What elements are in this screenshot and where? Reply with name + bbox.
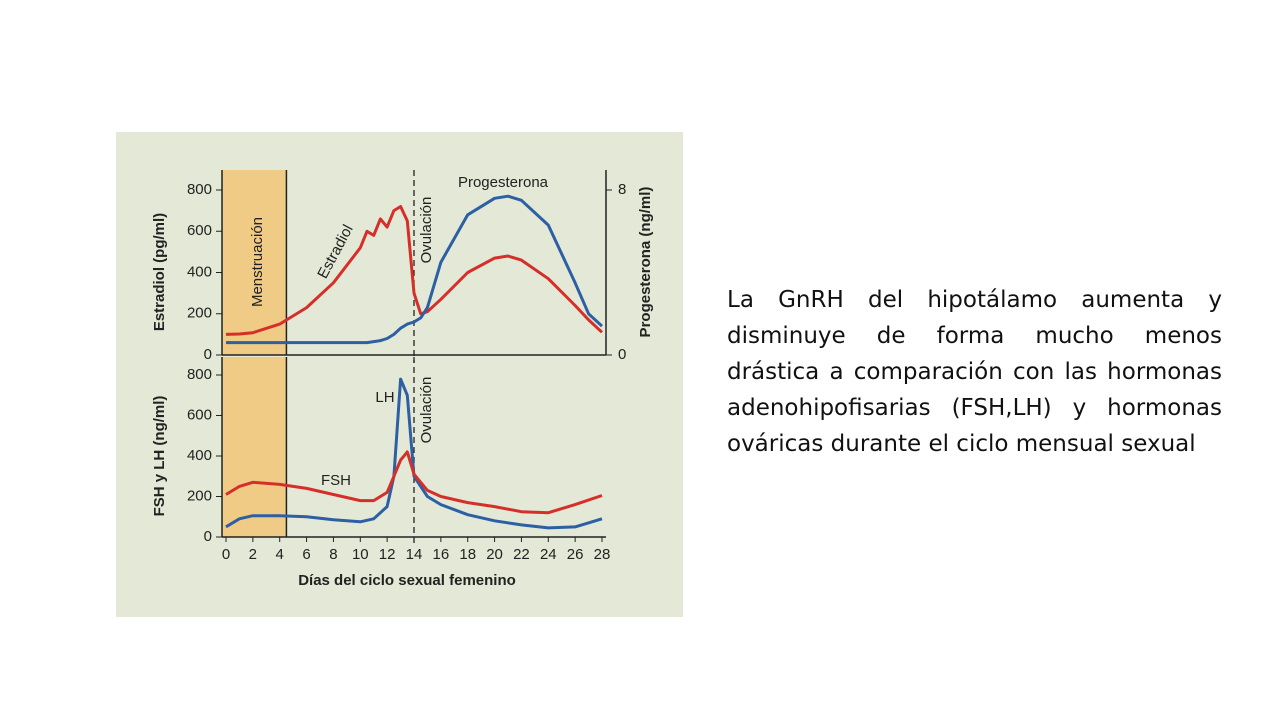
y-tick-label: 200 bbox=[187, 305, 212, 322]
x-tick-label: 8 bbox=[329, 546, 337, 563]
image-background bbox=[116, 132, 683, 617]
series-line bbox=[225, 450, 603, 515]
y2-tick-label: 0 bbox=[618, 346, 626, 363]
annotation: Menstruación bbox=[249, 217, 266, 307]
x-tick-label: 14 bbox=[406, 546, 423, 563]
y-axis-title: Estradiol (pg/ml) bbox=[151, 213, 168, 331]
y-axis-title: FSH y LH (ng/ml) bbox=[151, 396, 168, 517]
x-tick-label: 4 bbox=[276, 546, 284, 563]
slide-text: La GnRH del hipotálamo aumenta y disminu… bbox=[727, 287, 1222, 457]
y-tick-label: 400 bbox=[187, 263, 212, 280]
x-tick-label: 24 bbox=[540, 546, 557, 563]
menstruation-shade bbox=[222, 357, 287, 537]
series-label: LH bbox=[375, 389, 394, 406]
series-line bbox=[225, 205, 604, 336]
x-tick-label: 10 bbox=[352, 546, 369, 563]
y2-axis-title: Progesterona (ng/ml) bbox=[637, 187, 654, 338]
y-tick-label: 600 bbox=[187, 406, 212, 423]
x-tick-label: 6 bbox=[302, 546, 310, 563]
x-axis-title: Días del ciclo sexual femenino bbox=[298, 572, 516, 589]
x-tick-label: 18 bbox=[459, 546, 476, 563]
y-tick-label: 0 bbox=[204, 346, 212, 363]
x-tick-label: 20 bbox=[486, 546, 503, 563]
annotation: Ovulación bbox=[418, 197, 435, 264]
annotation: Ovulación bbox=[418, 377, 435, 444]
y-tick-label: 800 bbox=[187, 366, 212, 383]
series-line bbox=[226, 194, 604, 345]
series-label: FSH bbox=[321, 472, 351, 489]
y-tick-label: 600 bbox=[187, 222, 212, 239]
series-label: Progesterona bbox=[458, 174, 549, 191]
y-tick-label: 0 bbox=[204, 528, 212, 545]
y-tick-label: 200 bbox=[187, 487, 212, 504]
y-tick-label: 400 bbox=[187, 447, 212, 464]
x-tick-label: 22 bbox=[513, 546, 530, 563]
y2-tick-label: 8 bbox=[618, 181, 626, 198]
x-tick-label: 16 bbox=[433, 546, 450, 563]
x-tick-label: 26 bbox=[567, 546, 584, 563]
x-tick-label: 12 bbox=[379, 546, 396, 563]
x-tick-label: 2 bbox=[249, 546, 257, 563]
y-tick-label: 800 bbox=[187, 181, 212, 198]
x-tick-label: 0 bbox=[222, 546, 230, 563]
series-line bbox=[225, 377, 603, 530]
x-tick-label: 28 bbox=[594, 546, 611, 563]
